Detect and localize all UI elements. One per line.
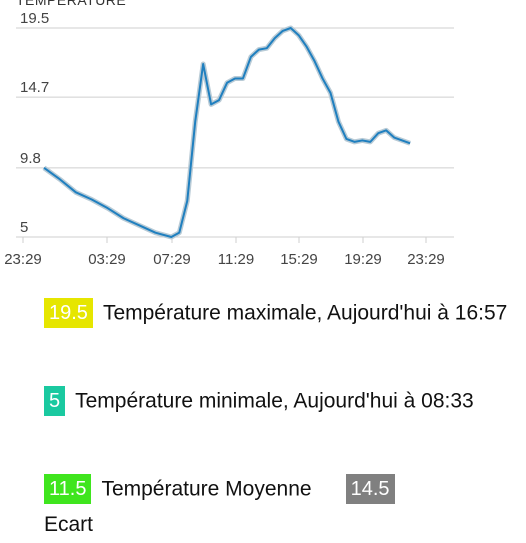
- ecart-label: Ecart: [44, 513, 94, 537]
- min-temp-badge: 5: [44, 386, 66, 417]
- min-temp-label: Température minimale, Aujourd'hui à 08:3…: [75, 389, 474, 413]
- stat-max: 19.5 Température maximale, Aujourd'hui à …: [44, 295, 514, 331]
- series-layer: [42, 25, 411, 240]
- temperature-chart: 5 9.8 14.7 19.5 23:29 03:29 07:29 11:29 15:29 19…: [4, 10, 454, 268]
- x-tick-label: 15:29: [280, 251, 318, 268]
- grid-layer: [16, 27, 454, 238]
- ecart-badge: 14.5: [345, 474, 395, 505]
- y-tick-label: 14.7: [20, 79, 49, 96]
- x-tick-label: 23:29: [407, 251, 445, 268]
- x-axis-ticks: 23:29 03:29 07:29 11:29 15:29 19:29 23:29: [4, 237, 445, 268]
- y-tick-label: 5: [20, 219, 28, 236]
- avg-temp-badge: 11.5: [44, 474, 92, 505]
- max-temp-badge: 19.5: [44, 298, 93, 329]
- stat-avg: 11.5 Température Moyenne 14.5 Ecart: [44, 471, 514, 543]
- temperature-series-line: [43, 27, 411, 238]
- stat-min: 5 Température minimale, Aujourd'hui à 08:…: [44, 383, 514, 419]
- x-tick-label: 07:29: [153, 251, 191, 268]
- y-tick-label: 9.8: [20, 150, 41, 167]
- x-tick-label: 23:29: [4, 251, 42, 268]
- header-title: TEMPERATURE: [16, 0, 127, 8]
- y-axis-ticks: 5 9.8 14.7 19.5: [20, 10, 49, 236]
- series-line-shadow: [42, 25, 411, 240]
- x-tick-label: 11:29: [218, 251, 254, 268]
- avg-temp-label: Température Moyenne: [101, 477, 312, 501]
- x-tick-label: 03:29: [88, 251, 126, 268]
- y-tick-label: 19.5: [20, 10, 49, 27]
- max-temp-label: Température maximale, Aujourd'hui à 16:5…: [102, 301, 508, 325]
- x-tick-label: 19:29: [344, 251, 382, 268]
